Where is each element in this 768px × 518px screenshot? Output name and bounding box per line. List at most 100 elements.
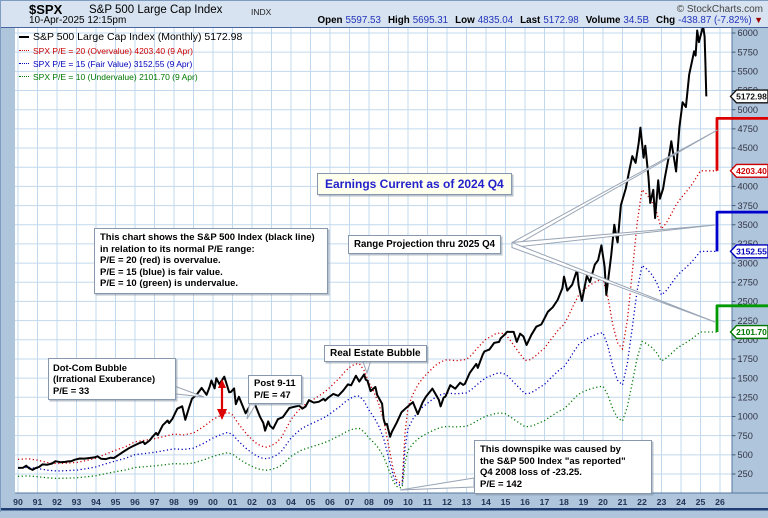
x-axis-label: 03 — [267, 497, 277, 507]
quote-label: High — [388, 15, 410, 26]
quote-label: Open — [317, 15, 342, 26]
y-axis-label: 2750 — [738, 277, 758, 287]
y-axis-label: 4000 — [738, 182, 758, 192]
bottom-bar — [1, 508, 768, 511]
header-bar: $SPX S&P 500 Large Cap Index INDX © Stoc… — [1, 1, 768, 28]
x-axis-label: 22 — [637, 497, 647, 507]
y-axis-label: 750 — [738, 431, 753, 441]
y-axis-label: 1250 — [738, 393, 758, 403]
annotation-2008-downspike: This downspike was caused by the S&P 500… — [474, 440, 652, 494]
x-axis-label: 24 — [676, 497, 686, 507]
annotation-dotcom-bubble: Dot-Com Bubble (Irrational Exuberance) P… — [48, 358, 176, 400]
annotation-pe-explanation: This chart shows the S&P 500 Index (blac… — [94, 228, 328, 294]
annotation-real-estate-bubble: Real Estate Bubble — [324, 345, 427, 362]
quote-value: 5597.53 — [346, 15, 381, 26]
quote-value: 5172.98 — [543, 15, 578, 26]
x-axis-label: 06 — [325, 497, 335, 507]
y-axis-label: 3500 — [738, 220, 758, 230]
x-axis-label: 23 — [657, 497, 667, 507]
price-tag-label: 4203.40 — [736, 166, 767, 176]
x-axis-label: 26 — [715, 497, 725, 507]
dotted-line-swatch — [19, 63, 29, 64]
x-axis-label: 11 — [423, 497, 432, 507]
y-axis-label: 2250 — [738, 316, 758, 326]
legend-item: SPX P/E = 20 (Overvalue) 4203.40 (9 Apr) — [19, 44, 242, 57]
x-axis-label: 01 — [228, 497, 238, 507]
x-axis-label: 97 — [150, 497, 160, 507]
x-axis-label: 18 — [559, 497, 569, 507]
change-down-icon: ▼ — [752, 15, 763, 25]
y-axis-label: 3750 — [738, 201, 758, 211]
x-axis-label: 07 — [345, 497, 355, 507]
annotation-earnings-current: Earnings Current as of 2024 Q4 — [317, 173, 512, 195]
x-axis-label: 99 — [189, 497, 199, 507]
annotation-post-911: Post 9-11 P/E = 47 — [248, 375, 302, 404]
y-axis-label: 1500 — [738, 373, 758, 383]
legend-item: S&P 500 Large Cap Index (Monthly) 5172.9… — [19, 30, 242, 44]
x-axis-label: 20 — [598, 497, 608, 507]
x-axis-label: 25 — [696, 497, 706, 507]
y-axis-label: 250 — [738, 469, 753, 479]
price-tag-label: 3152.55 — [736, 247, 767, 257]
y-axis-label: 5750 — [738, 47, 758, 57]
x-axis-label: 02 — [247, 497, 257, 507]
y-axis-label: 6000 — [738, 28, 758, 38]
y-axis-label: 3000 — [738, 258, 758, 268]
legend-label: SPX P/E = 20 (Overvalue) 4203.40 (9 Apr) — [33, 46, 193, 56]
legend-label: SPX P/E = 15 (Fair Value) 3152.55 (9 Apr… — [33, 59, 192, 69]
y-axis-label: 5500 — [738, 67, 758, 77]
x-axis-label: 94 — [91, 497, 101, 507]
quote-value: -438.87 (-7.82%) — [678, 15, 752, 26]
x-axis-label: 98 — [169, 497, 179, 507]
legend-item: SPX P/E = 10 (Undervalue) 2101.70 (9 Apr… — [19, 70, 242, 83]
quote-value: 5695.31 — [413, 15, 448, 26]
x-axis-label: 95 — [111, 497, 121, 507]
x-axis-label: 10 — [403, 497, 413, 507]
quote-value: 4835.04 — [478, 15, 513, 26]
quote-label: Volume — [586, 15, 621, 26]
y-axis-label: 5000 — [738, 105, 758, 115]
quote-value: 34.5B — [623, 15, 649, 26]
datetime-label: 10-Apr-2025 12:15pm — [29, 15, 126, 26]
legend-label: SPX P/E = 10 (Undervalue) 2101.70 (9 Apr… — [33, 72, 198, 82]
x-axis-label: 00 — [208, 497, 218, 507]
x-axis-label: 90 — [13, 497, 23, 507]
x-axis-label: 19 — [579, 497, 589, 507]
x-axis-label: 92 — [52, 497, 62, 507]
price-tag-label: 2101.70 — [736, 327, 767, 337]
x-axis-label: 05 — [306, 497, 316, 507]
x-axis-label: 91 — [33, 497, 43, 507]
dotted-line-swatch — [19, 50, 29, 51]
x-axis-label: 93 — [72, 497, 82, 507]
y-axis-label: 4500 — [738, 143, 758, 153]
annotation-range-projection: Range Projection thru 2025 Q4 — [348, 235, 501, 254]
x-axis-label: 13 — [462, 497, 472, 507]
quote-label: Low — [455, 15, 475, 26]
x-axis-label: 16 — [520, 497, 530, 507]
x-axis-label: 12 — [442, 497, 452, 507]
solid-line-swatch — [19, 36, 29, 38]
y-axis-label: 1000 — [738, 412, 758, 422]
exchange-label: INDX — [251, 7, 271, 17]
quote-label: Chg — [656, 15, 675, 26]
x-axis-label: 17 — [540, 497, 550, 507]
y-axis-label: 500 — [738, 450, 753, 460]
legend-label: S&P 500 Large Cap Index (Monthly) 5172.9… — [33, 31, 242, 43]
x-axis-label: 08 — [364, 497, 374, 507]
y-axis-label: 4750 — [738, 124, 758, 134]
x-axis-label: 09 — [384, 497, 394, 507]
x-axis-label: 21 — [618, 497, 628, 507]
y-axis-label: 1750 — [738, 354, 758, 364]
quote-label: Last — [520, 15, 540, 26]
legend-item: SPX P/E = 15 (Fair Value) 3152.55 (9 Apr… — [19, 57, 242, 70]
x-axis-label: 15 — [501, 497, 511, 507]
x-axis-label: 04 — [286, 497, 296, 507]
x-axis-label: 96 — [130, 497, 140, 507]
legend: S&P 500 Large Cap Index (Monthly) 5172.9… — [19, 30, 242, 83]
dotted-line-swatch — [19, 76, 29, 77]
x-axis-label: 14 — [481, 497, 491, 507]
price-tag-label: 5172.98 — [736, 92, 767, 102]
brand-watermark: © StockCharts.com — [677, 4, 763, 15]
